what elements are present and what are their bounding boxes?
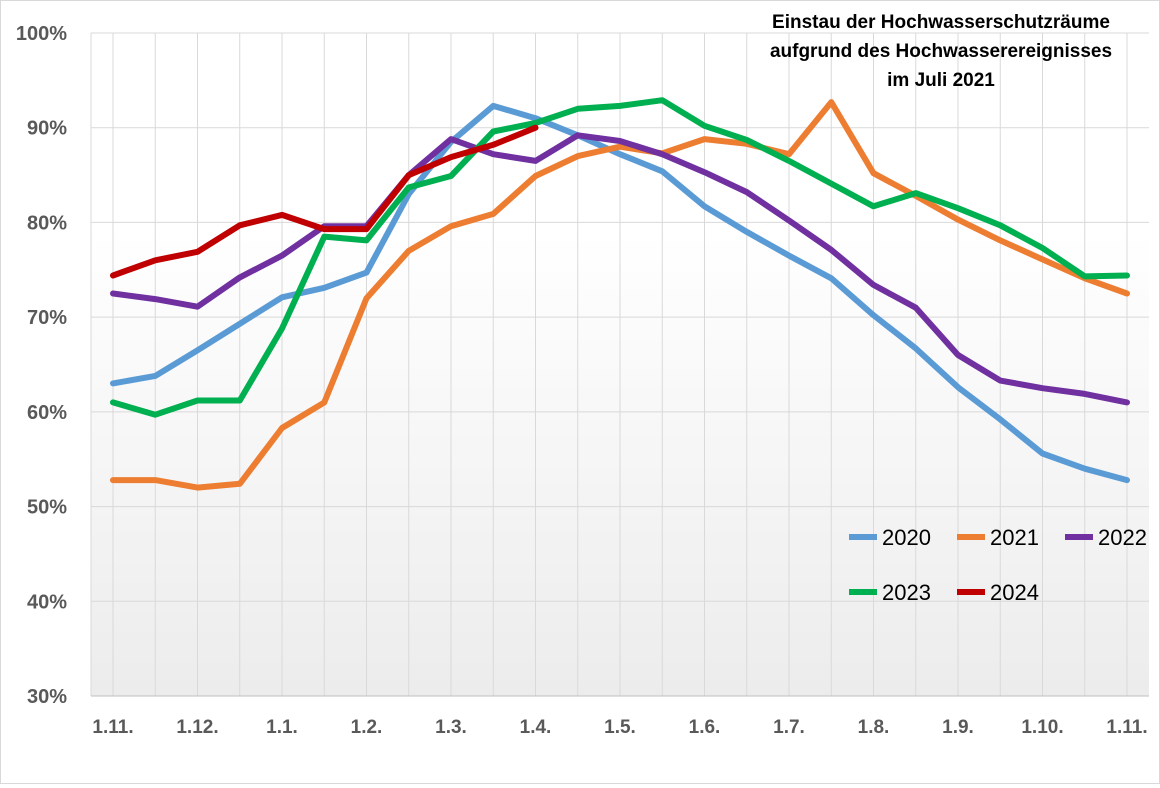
x-tick-label: 1.2. xyxy=(351,717,383,738)
chart-title: Einstau der Hochwasserschutzräume aufgru… xyxy=(770,12,1112,91)
x-tick-label: 1.6. xyxy=(689,717,721,738)
y-tick-label: 60% xyxy=(27,402,67,424)
x-axis: 1.11. 1.12. 1.1. 1.2. 1.3. 1.4. 1.5. 1.6. 1.7. 1.… xyxy=(91,695,1149,738)
chart-title-line-1: Einstau der Hochwasserschutzräume xyxy=(772,12,1110,33)
x-tick-label: 1.5. xyxy=(604,717,636,738)
y-tick-label: 90% xyxy=(27,118,67,140)
gridlines xyxy=(90,32,1149,697)
y-tick-label: 50% xyxy=(27,497,67,519)
series-line-2020 xyxy=(110,102,1130,484)
legend: 2020 2021 2022 2023 2024 xyxy=(849,525,1147,605)
x-tick-label: 1.1. xyxy=(266,717,298,738)
series-line-2022 xyxy=(110,132,1130,406)
x-tick-label: 1.10. xyxy=(1021,717,1063,738)
x-tick-label: 1.11. xyxy=(1106,717,1147,738)
legend-label-2022: 2022 xyxy=(1098,525,1147,550)
series-lines xyxy=(110,97,1130,491)
legend-label-2024: 2024 xyxy=(990,580,1039,605)
legend-label-2021: 2021 xyxy=(990,525,1039,550)
x-tick-label: 1.8. xyxy=(858,717,890,738)
x-tick-label: 1.9. xyxy=(942,717,974,738)
x-tick-label: 1.4. xyxy=(520,717,552,738)
y-tick-label: 30% xyxy=(27,686,67,708)
y-tick-label: 100% xyxy=(16,23,67,45)
chart-title-line-2: aufgrund des Hochwasserereignisses xyxy=(770,41,1112,62)
legend-label-2020: 2020 xyxy=(882,525,931,550)
legend-label-2023: 2023 xyxy=(882,580,931,605)
x-tick-label: 1.3. xyxy=(435,717,467,738)
y-axis: 30% 40% 50% 60% 70% 80% 90% 100% xyxy=(16,23,67,708)
series-line-2021 xyxy=(110,99,1130,491)
series-line-2023 xyxy=(110,97,1130,418)
y-tick-label: 70% xyxy=(27,307,67,329)
y-tick-label: 80% xyxy=(27,212,67,234)
x-tick-label: 1.11. xyxy=(92,717,133,738)
series-line-2024 xyxy=(110,124,539,279)
x-tick-label: 1.7. xyxy=(773,717,805,738)
chart-title-line-3: im Juli 2021 xyxy=(887,70,995,91)
x-tick-label: 1.12. xyxy=(176,717,218,738)
y-tick-label: 40% xyxy=(27,591,67,613)
